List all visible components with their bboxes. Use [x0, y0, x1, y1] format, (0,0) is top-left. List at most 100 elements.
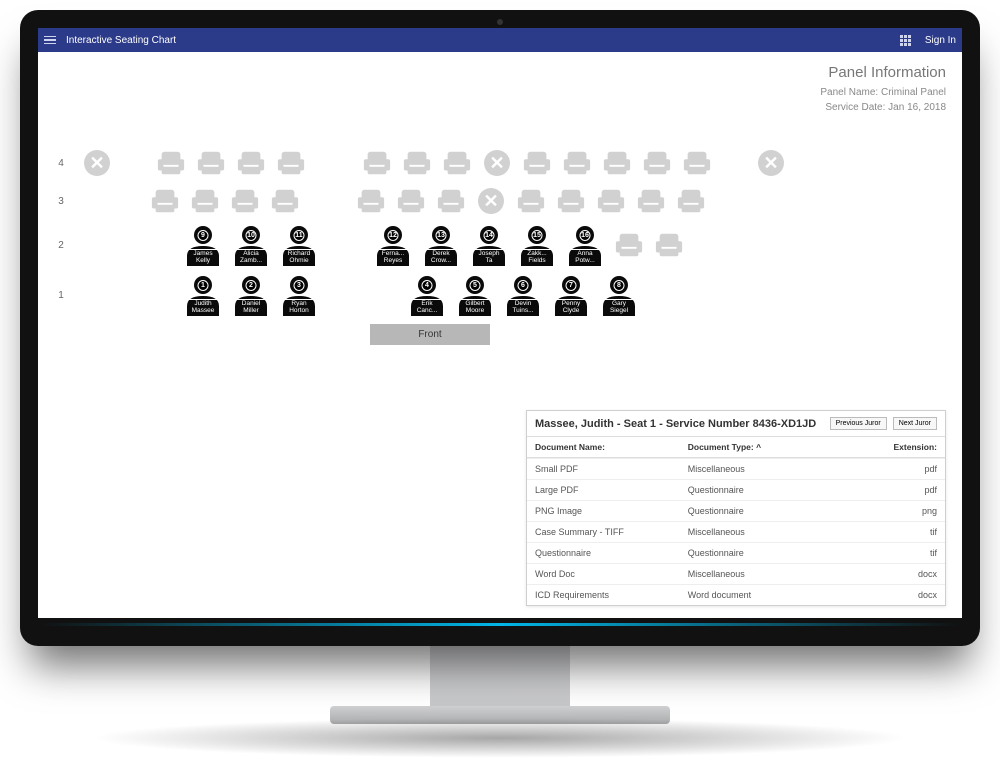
- document-row[interactable]: Small PDFMiscellaneouspdf: [527, 458, 945, 479]
- juror-seat[interactable]: 12Ferna...Reyes: [373, 224, 413, 266]
- excused-seat-icon[interactable]: ✕: [484, 150, 510, 176]
- empty-seat[interactable]: [434, 186, 468, 216]
- app-title: Interactive Seating Chart: [66, 35, 176, 46]
- document-row[interactable]: PNG ImageQuestionnairepng: [527, 500, 945, 521]
- document-row[interactable]: Large PDFQuestionnairepdf: [527, 479, 945, 500]
- app-header: Interactive Seating Chart Sign In: [38, 28, 962, 52]
- empty-seat[interactable]: [674, 186, 708, 216]
- juror-name: GilbertMoore: [456, 299, 494, 316]
- document-row[interactable]: QuestionnaireQuestionnairetif: [527, 542, 945, 563]
- empty-seat[interactable]: [634, 186, 668, 216]
- juror-number: 15: [532, 230, 543, 241]
- empty-seat[interactable]: [520, 148, 554, 178]
- empty-seat[interactable]: [652, 230, 686, 260]
- document-row[interactable]: ICD RequirementsWord documentdocx: [527, 584, 945, 605]
- row-label: 2: [48, 240, 74, 251]
- row-label: 3: [48, 196, 74, 207]
- juror-number: 2: [246, 280, 257, 291]
- empty-seat[interactable]: [680, 148, 714, 178]
- juror-seat[interactable]: 14JosephTa: [469, 224, 509, 266]
- juror-seat[interactable]: 7 PennyClyde: [551, 274, 591, 316]
- empty-seat[interactable]: [400, 148, 434, 178]
- juror-seat[interactable]: 4 ErikCanc...: [407, 274, 447, 316]
- empty-seat[interactable]: [274, 148, 308, 178]
- seat-row: 2 9 JamesKelly 10AliciaZamb... 11 RichardOhmi…: [48, 224, 952, 266]
- document-row[interactable]: Case Summary - TIFFMiscellaneoustif: [527, 521, 945, 542]
- empty-seat[interactable]: [600, 148, 634, 178]
- row-label: 1: [48, 290, 74, 301]
- row-label: 4: [48, 158, 74, 169]
- empty-seat[interactable]: [268, 186, 302, 216]
- juror-name: DerekCrow...: [422, 249, 460, 266]
- juror-name: JudithMassee: [184, 299, 222, 316]
- monitor-camera: [497, 19, 503, 25]
- empty-seat[interactable]: [148, 186, 182, 216]
- prev-juror-button[interactable]: Previous Juror: [830, 417, 887, 430]
- juror-name: DanielMiller: [232, 299, 270, 316]
- monitor-shadow: [90, 718, 910, 758]
- seating-chart: 4✕✕✕3✕29JamesKelly10AliciaZamb...11Richa…: [48, 148, 952, 345]
- juror-name: DevinTuins...: [504, 299, 542, 316]
- seat-row: 4 ✕ ✕ ✕: [48, 148, 952, 178]
- col-doc-type[interactable]: Document Type: ^: [688, 442, 857, 452]
- juror-seat[interactable]: 6 DevinTuins...: [503, 274, 543, 316]
- juror-number: 9: [198, 230, 209, 241]
- empty-seat[interactable]: [514, 186, 548, 216]
- excused-seat-icon[interactable]: ✕: [758, 150, 784, 176]
- monitor-stand: [430, 646, 570, 706]
- documents-panel: Massee, Judith - Seat 1 - Service Number…: [526, 410, 946, 606]
- empty-seat[interactable]: [612, 230, 646, 260]
- empty-seat[interactable]: [194, 148, 228, 178]
- juror-seat[interactable]: 16AnnaPotw...: [565, 224, 605, 266]
- juror-seat[interactable]: 2 DanielMiller: [231, 274, 271, 316]
- empty-seat[interactable]: [360, 148, 394, 178]
- empty-seat[interactable]: [188, 186, 222, 216]
- juror-number: 8: [614, 280, 625, 291]
- seat-row: 1 1 JudithMassee 2 DanielMiller 3RyanHorton 4 E…: [48, 274, 952, 316]
- juror-seat[interactable]: 3RyanHorton: [279, 274, 319, 316]
- empty-seat[interactable]: [440, 148, 474, 178]
- empty-seat[interactable]: [640, 148, 674, 178]
- juror-number: 1: [198, 280, 209, 291]
- empty-seat[interactable]: [394, 186, 428, 216]
- doc-panel-title: Massee, Judith - Seat 1 - Service Number…: [535, 418, 824, 430]
- juror-name: JamesKelly: [184, 249, 222, 266]
- next-juror-button[interactable]: Next Juror: [893, 417, 937, 430]
- empty-seat[interactable]: [154, 148, 188, 178]
- empty-seat[interactable]: [560, 148, 594, 178]
- excused-seat-icon[interactable]: ✕: [478, 188, 504, 214]
- empty-seat[interactable]: [554, 186, 588, 216]
- juror-name: ErikCanc...: [408, 299, 446, 316]
- app-screen: Interactive Seating Chart Sign In Panel …: [38, 28, 962, 618]
- juror-name: PennyClyde: [552, 299, 590, 316]
- col-doc-name[interactable]: Document Name:: [535, 442, 688, 452]
- panel-info: Panel Information Panel Name: Criminal P…: [820, 64, 946, 117]
- juror-seat[interactable]: 11 RichardOhmie: [279, 224, 319, 266]
- juror-seat[interactable]: 1 JudithMassee: [183, 274, 223, 316]
- menu-icon[interactable]: [44, 34, 56, 47]
- juror-seat[interactable]: 8GarySiegel: [599, 274, 639, 316]
- juror-number: 12: [388, 230, 399, 241]
- excused-seat-icon[interactable]: ✕: [84, 150, 110, 176]
- juror-number: 10: [246, 230, 257, 241]
- juror-number: 11: [294, 230, 305, 241]
- juror-seat[interactable]: 5GilbertMoore: [455, 274, 495, 316]
- document-row[interactable]: Word DocMiscellaneousdocx: [527, 563, 945, 584]
- juror-seat[interactable]: 9 JamesKelly: [183, 224, 223, 266]
- juror-seat[interactable]: 10AliciaZamb...: [231, 224, 271, 266]
- empty-seat[interactable]: [594, 186, 628, 216]
- signin-link[interactable]: Sign In: [925, 35, 956, 46]
- empty-seat[interactable]: [354, 186, 388, 216]
- juror-number: 14: [484, 230, 495, 241]
- juror-number: 4: [422, 280, 433, 291]
- juror-seat[interactable]: 13 DerekCrow...: [421, 224, 461, 266]
- empty-seat[interactable]: [234, 148, 268, 178]
- juror-number: 6: [518, 280, 529, 291]
- juror-number: 7: [566, 280, 577, 291]
- empty-seat[interactable]: [228, 186, 262, 216]
- juror-number: 13: [436, 230, 447, 241]
- juror-seat[interactable]: 15Zakk...Fields: [517, 224, 557, 266]
- col-extension[interactable]: Extension:: [857, 442, 937, 452]
- juror-name: RichardOhmie: [280, 249, 318, 266]
- apps-icon[interactable]: [900, 35, 911, 46]
